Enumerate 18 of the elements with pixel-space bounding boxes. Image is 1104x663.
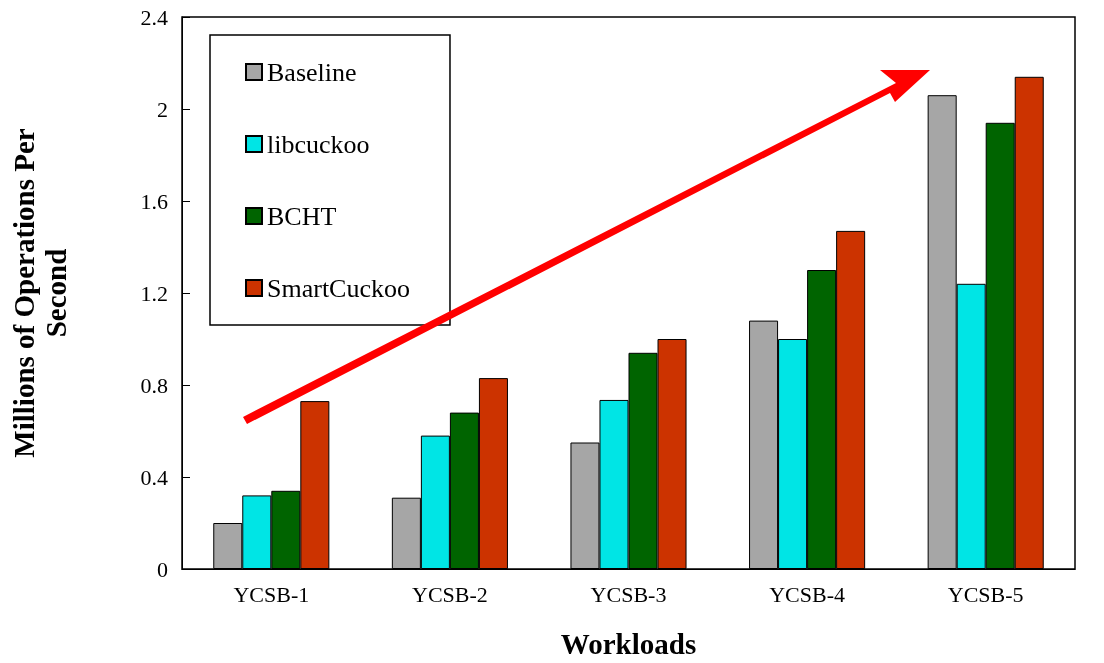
y-tick-label: 0.8 xyxy=(140,372,168,398)
y-tick-label: 2.4 xyxy=(140,4,168,30)
x-tick-label: YCSB-3 xyxy=(590,581,667,607)
x-axis-title: Workloads xyxy=(560,627,697,660)
legend-label: Baseline xyxy=(267,57,357,87)
legend-label: libcuckoo xyxy=(267,129,370,159)
x-tick-label: YCSB-4 xyxy=(769,581,845,607)
y-tick-label: 0 xyxy=(157,556,168,582)
x-tick-label: YCSB-2 xyxy=(412,581,488,607)
y-axis-title: Millions of Operations Per Second xyxy=(8,128,72,458)
y-tick-label: 1.2 xyxy=(140,280,168,306)
y-tick-label: 1.6 xyxy=(140,188,168,214)
y-tick-label: 2 xyxy=(157,96,168,122)
y-tick-label: 0.4 xyxy=(140,464,168,490)
legend-label: SmartCuckoo xyxy=(267,273,410,303)
x-tick-label: YCSB-1 xyxy=(233,581,310,607)
legend-label: BCHT xyxy=(267,201,337,231)
x-tick-label: YCSB-5 xyxy=(947,581,1024,607)
